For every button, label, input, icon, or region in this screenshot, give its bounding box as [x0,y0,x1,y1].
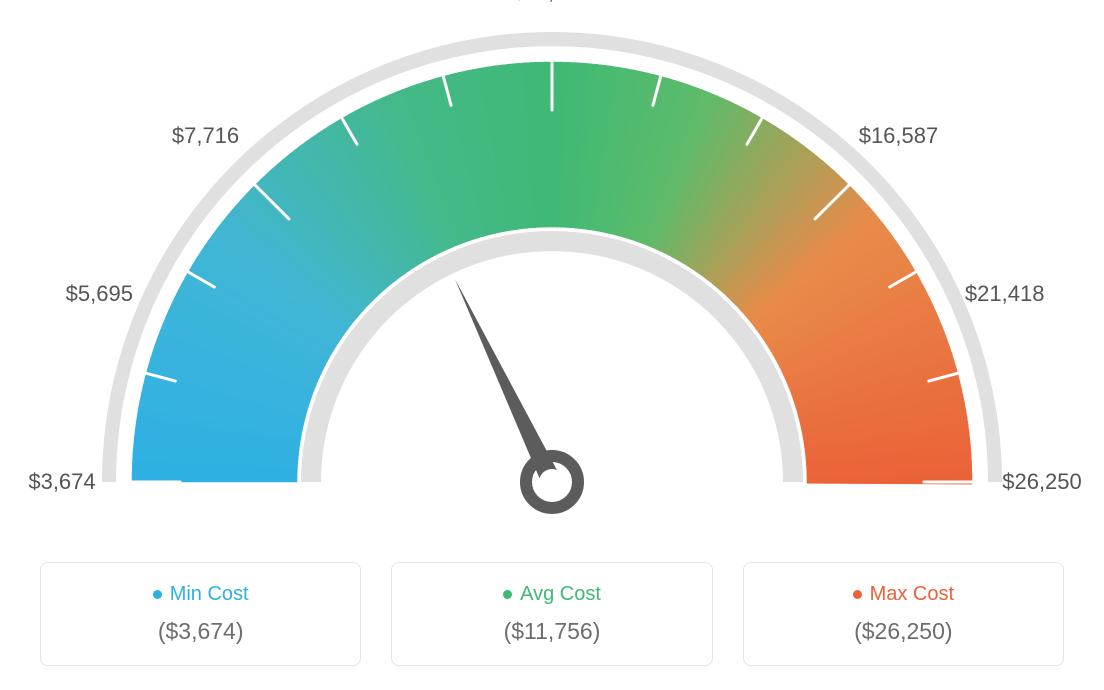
dot-icon [503,590,512,599]
legend-value-min: ($3,674) [53,618,348,645]
gauge-scale-label: $16,587 [859,123,939,149]
gauge-scale-label: $11,756 [513,0,591,5]
gauge-scale-label: $3,674 [28,469,95,495]
legend-value-max: ($26,250) [756,618,1051,645]
legend-title-text: Avg Cost [520,583,601,606]
legend-card-min: Min Cost ($3,674) [40,562,361,666]
gauge-chart: $3,674 $5,695 $7,716 $11,756 $16,587 $21,418 $… [0,0,1104,540]
dot-icon [153,590,162,599]
legend-value-avg: ($11,756) [404,618,699,645]
gauge-scale-label: $21,418 [965,281,1045,307]
legend-title-avg: Avg Cost [404,583,699,606]
gauge-scale-label: $5,695 [66,281,133,307]
gauge-scale-label: $7,716 [172,123,239,149]
dot-icon [853,590,862,599]
legend-title-text: Min Cost [170,583,249,606]
legend-title-text: Max Cost [870,583,954,606]
gauge-svg [0,0,1104,540]
legend-title-min: Min Cost [53,583,348,606]
gauge-scale-label: $26,250 [1002,469,1082,495]
legend-card-max: Max Cost ($26,250) [743,562,1064,666]
legend-row: Min Cost ($3,674) Avg Cost ($11,756) Max… [40,562,1064,666]
legend-title-max: Max Cost [756,583,1051,606]
legend-card-avg: Avg Cost ($11,756) [391,562,712,666]
